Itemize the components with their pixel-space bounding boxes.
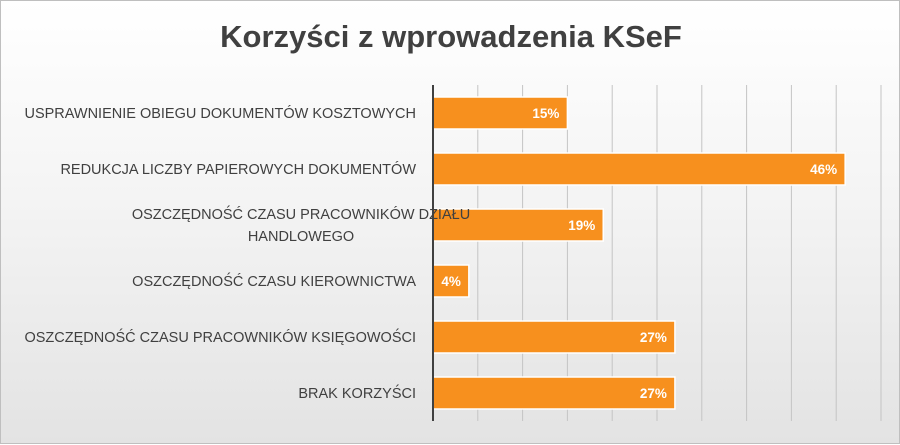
data-label: 46%	[810, 162, 837, 177]
category-label: REDUKCJA LICZBY PAPIEROWYCH DOKUMENTÓW	[60, 161, 416, 178]
bar	[432, 208, 604, 242]
category-label: OSZCZĘDNOŚĆ CZASU PRACOWNIKÓW DZIAŁU	[132, 205, 470, 223]
bar	[432, 96, 569, 130]
category-label: HANDLOWEGO	[248, 229, 354, 245]
data-label: 27%	[640, 386, 667, 401]
category-label: USPRAWNIENIE OBIEGU DOKUMENTÓW KOSZTOWYC…	[24, 105, 416, 122]
bar	[432, 320, 676, 354]
chart-title: Korzyści z wprowadzenia KSeF	[220, 19, 682, 54]
category-label: OSZCZĘDNOŚĆ CZASU KIEROWNICTWA	[132, 272, 416, 290]
bar	[432, 376, 676, 410]
data-label: 27%	[640, 330, 667, 345]
category-label: BRAK KORZYŚCI	[298, 384, 416, 402]
data-label: 4%	[441, 274, 461, 289]
data-label: 15%	[532, 106, 559, 121]
category-label: OSZCZĘDNOŚĆ CZASU PRACOWNIKÓW KSIĘGOWOŚC…	[24, 328, 416, 346]
bar	[432, 152, 846, 186]
data-label: 19%	[568, 218, 595, 233]
